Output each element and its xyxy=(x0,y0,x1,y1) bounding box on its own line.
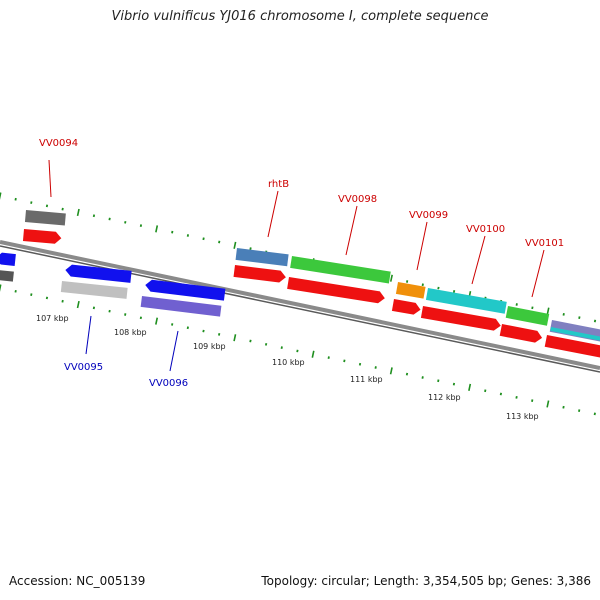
feature-block[interactable] xyxy=(425,288,507,314)
cds-track-reverse xyxy=(0,252,226,317)
scale-label: 112 kbp xyxy=(428,393,461,402)
scale-tick xyxy=(546,400,550,408)
scale-tick xyxy=(76,208,80,217)
scale-tick xyxy=(76,300,80,309)
scale-tick xyxy=(546,307,550,315)
feature-block[interactable] xyxy=(24,210,66,226)
scale-label: 107 kbp xyxy=(36,314,69,323)
cds-arrow[interactable] xyxy=(544,335,600,359)
scale-tick xyxy=(155,225,159,233)
feature-block[interactable] xyxy=(290,256,391,284)
scale-label: 111 kbp xyxy=(350,375,383,384)
gene-labels: VV0094 rhtB VV0098 VV0099 VV0100 VV0101 … xyxy=(39,138,564,389)
scale-label: 108 kbp xyxy=(114,328,147,337)
cds-arrow[interactable] xyxy=(391,299,422,316)
feature-track-upper xyxy=(24,210,600,343)
gene-label[interactable]: VV0101 xyxy=(525,238,564,249)
scale-tick xyxy=(233,334,237,342)
scale-tick xyxy=(389,274,393,282)
scale-tick xyxy=(389,367,393,375)
cds-arrow[interactable] xyxy=(420,306,502,332)
gene-label[interactable]: VV0099 xyxy=(409,210,448,221)
cds-arrow-reverse[interactable] xyxy=(65,264,132,283)
cds-arrow[interactable] xyxy=(499,324,544,344)
feature-block[interactable] xyxy=(235,248,289,267)
gene-label[interactable]: VV0096 xyxy=(149,378,188,389)
gene-label[interactable]: rhtB xyxy=(268,179,289,190)
cds-track-forward xyxy=(22,229,600,359)
feature-block[interactable] xyxy=(140,296,222,317)
feature-block[interactable] xyxy=(60,281,128,299)
label-leaders xyxy=(48,159,545,372)
gene-label[interactable]: VV0094 xyxy=(39,138,78,149)
genome-summary-text: Topology: circular; Length: 3,354,505 bp… xyxy=(261,574,591,588)
scale-tick xyxy=(233,241,237,249)
feature-block[interactable] xyxy=(550,327,600,342)
backbone-line-bottom xyxy=(0,245,600,373)
scale-tick xyxy=(155,317,159,325)
inner-tick-ring xyxy=(0,284,596,416)
gene-label[interactable]: VV0100 xyxy=(466,224,505,235)
cds-arrow[interactable] xyxy=(233,265,287,283)
cds-arrow-reverse[interactable] xyxy=(145,279,226,301)
cds-arrow-reverse[interactable] xyxy=(0,252,16,267)
backbone-line-top xyxy=(0,240,600,370)
feature-block[interactable] xyxy=(0,270,14,282)
scale-tick xyxy=(311,350,315,358)
cds-arrow[interactable] xyxy=(22,229,62,244)
scale-tick xyxy=(0,284,2,292)
feature-block[interactable] xyxy=(395,282,426,299)
scale-label: 109 kbp xyxy=(193,342,226,351)
scale-tick xyxy=(468,383,472,391)
gene-label[interactable]: VV0095 xyxy=(64,362,103,373)
feature-block[interactable] xyxy=(505,306,550,326)
gene-label[interactable]: VV0098 xyxy=(338,194,377,205)
map-title: Vibrio vulnificus YJ016 chromosome I, co… xyxy=(111,9,489,24)
scale-label: 110 kbp xyxy=(272,358,305,367)
scale-labels: 107 kbp 108 kbp 109 kbp 110 kbp 111 kbp … xyxy=(36,314,539,421)
accession-text: Accession: NC_005139 xyxy=(9,574,146,588)
scale-tick xyxy=(0,192,2,200)
cds-arrow[interactable] xyxy=(287,277,386,304)
scale-label: 113 kbp xyxy=(506,412,539,421)
